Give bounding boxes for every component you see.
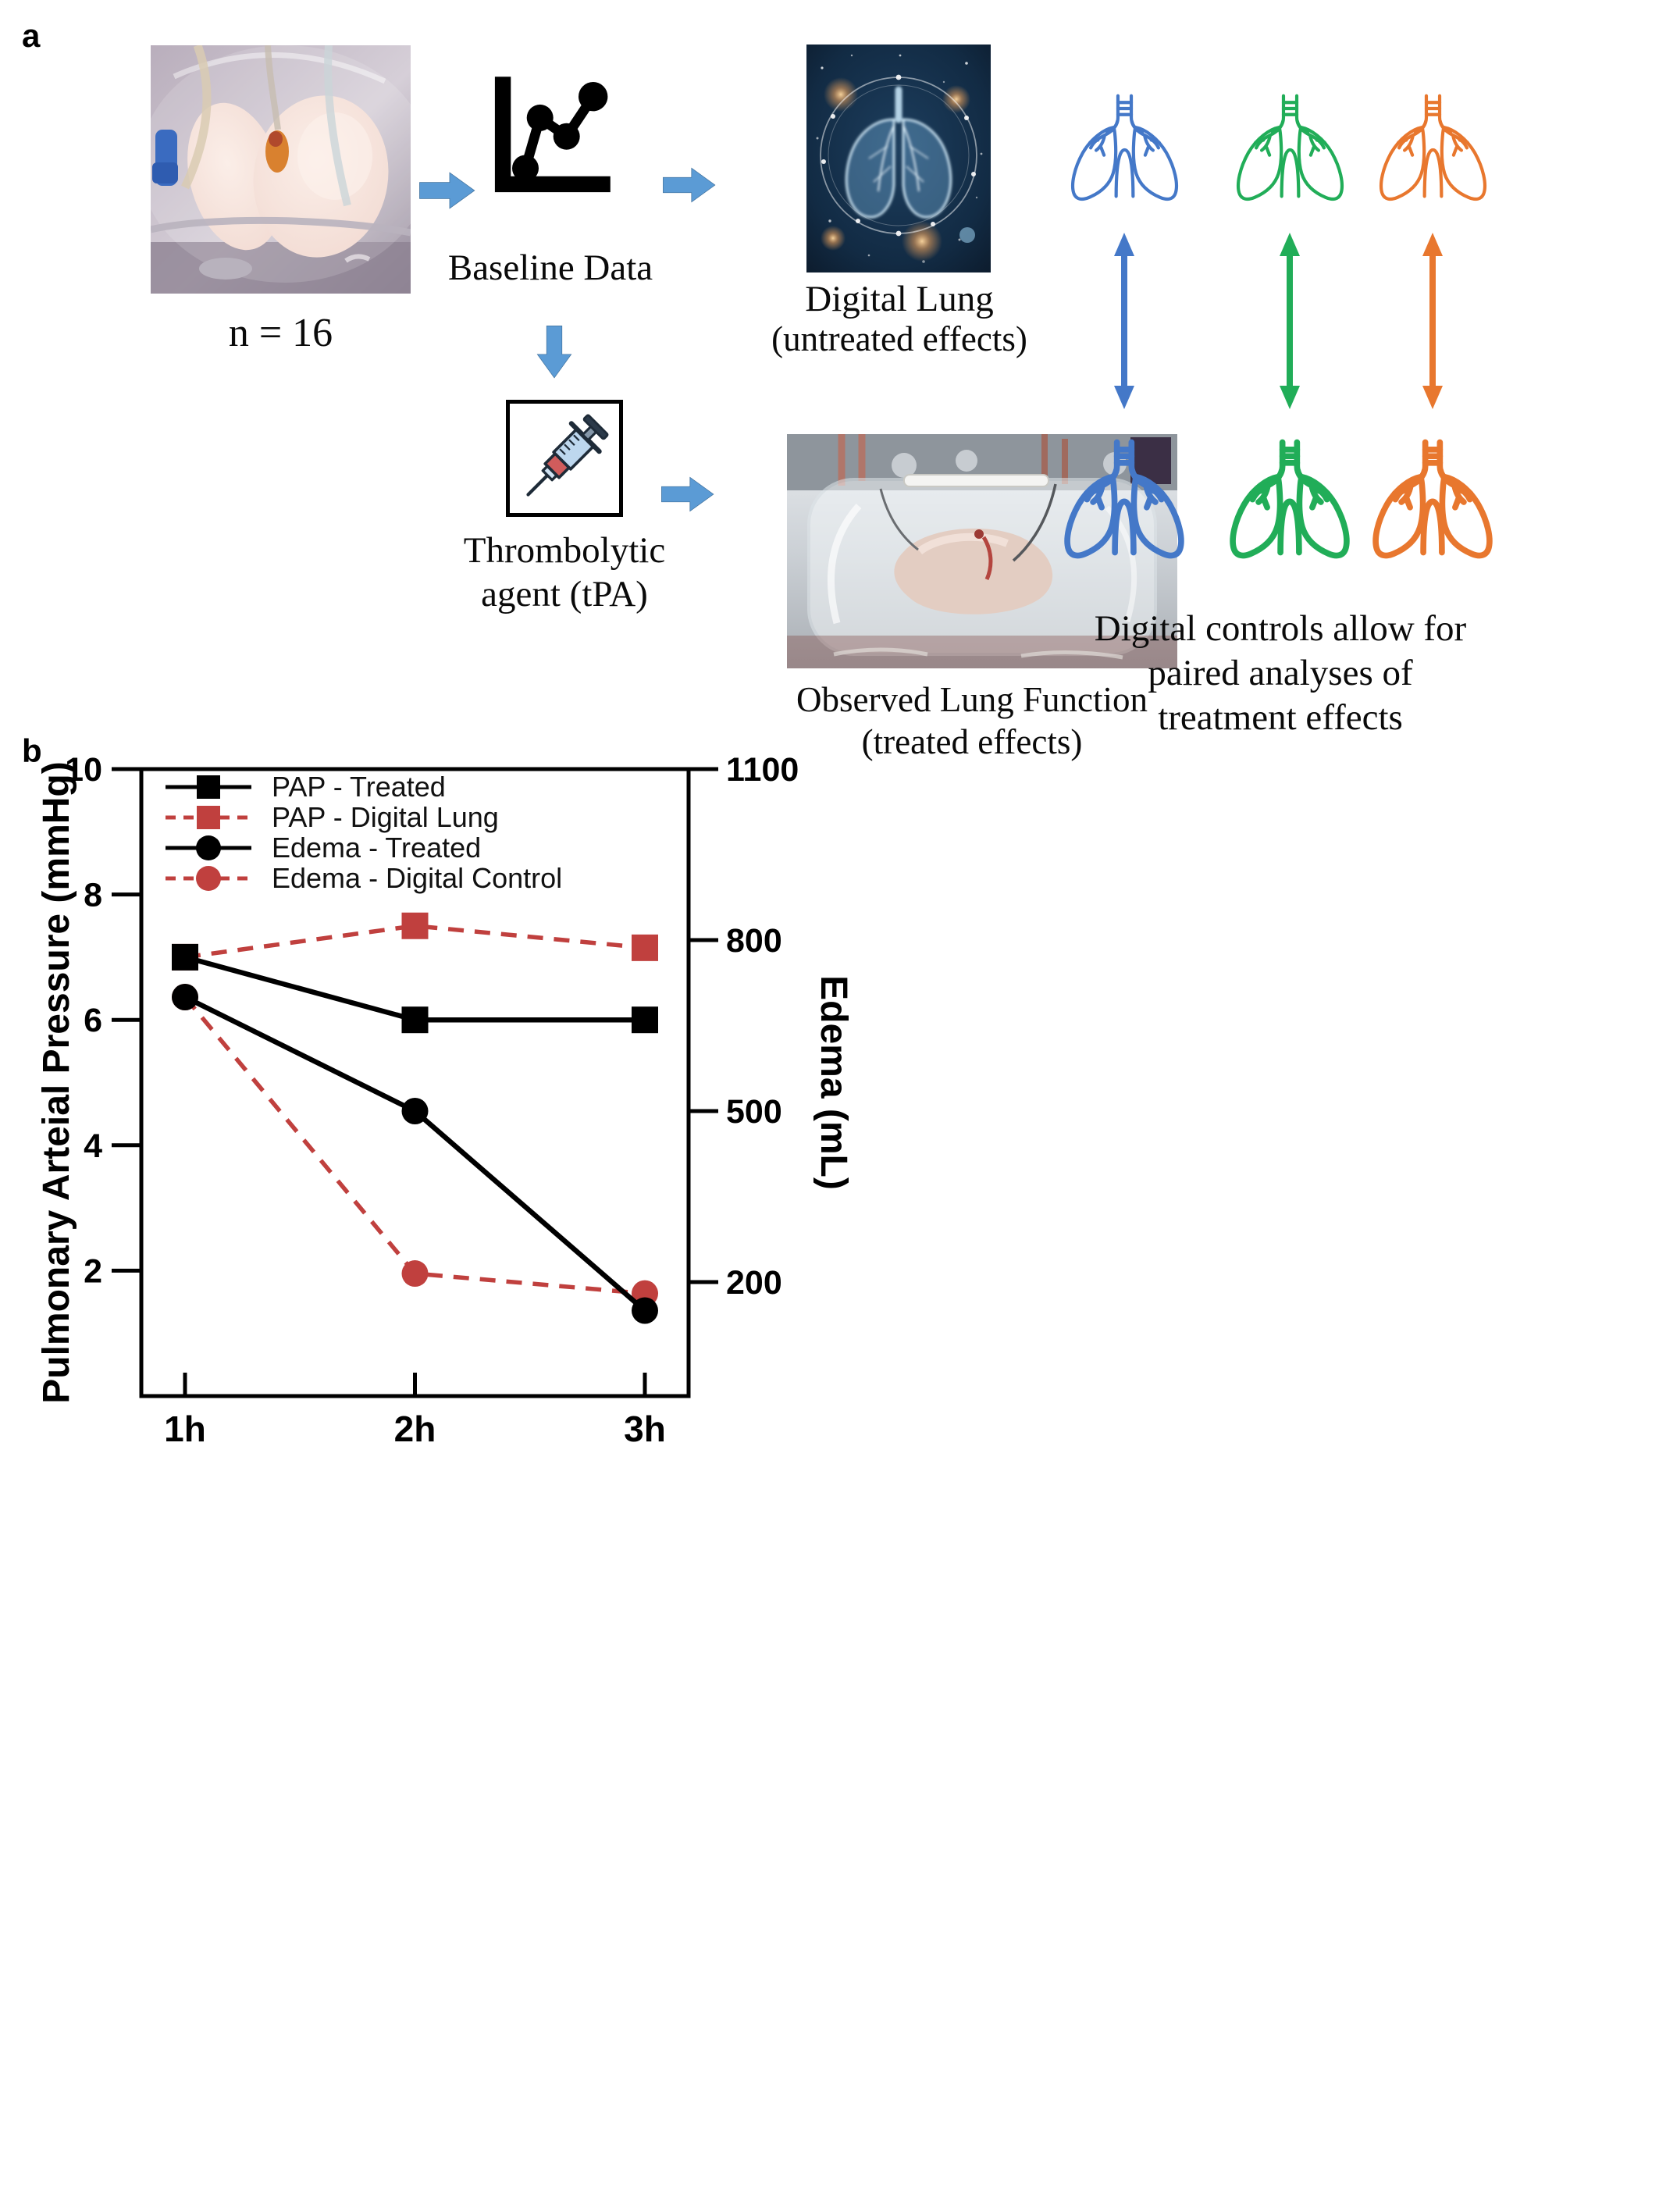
paired-caption-line1: Digital controls allow for	[1094, 608, 1467, 649]
panel-a-label: a	[22, 17, 41, 54]
baseline-data-label: Baseline Data	[447, 248, 653, 288]
paired-caption-line3: treatment effects	[1158, 697, 1403, 738]
paired-arrow-blue	[1109, 231, 1140, 411]
lung-icon-orange-bottom	[1366, 436, 1499, 568]
sample-size-label: n = 16	[228, 311, 333, 355]
svg-text:3h: 3h	[624, 1409, 666, 1449]
paired-arrow-orange	[1417, 231, 1448, 411]
flow-arrow-down	[522, 325, 587, 379]
svg-text:6: 6	[84, 1002, 102, 1039]
svg-text:8: 8	[84, 877, 102, 914]
lung-icon-orange-top	[1372, 90, 1493, 211]
syringe-icon	[526, 414, 609, 497]
svg-text:1100: 1100	[726, 751, 799, 789]
svg-text:4: 4	[84, 1127, 102, 1165]
left-axis-ticks: 2 4 6 8 10	[65, 751, 141, 1290]
flow-arrow-right-1	[418, 166, 476, 216]
lung-icon-blue-top	[1064, 90, 1185, 211]
digital-lung-subcaption: (untreated effects)	[771, 319, 1027, 358]
digital-lung-caption: Digital Lung	[805, 279, 994, 319]
paired-caption-line2: paired analyses of	[1148, 653, 1413, 693]
evlp-lungs-photo	[151, 45, 411, 294]
panel-b-label: b	[22, 732, 42, 769]
pap-edema-line-chart: 2 4 6 8 10 200 500 800 1100 1h 2h 3h Pulmonary Artei…	[36, 751, 854, 1449]
syringe-box	[506, 400, 623, 517]
lung-icon-green-bottom	[1223, 436, 1356, 568]
flow-arrow-right-3	[660, 470, 715, 518]
series-pap---treated	[172, 943, 658, 1034]
svg-text:PAP - Treated: PAP - Treated	[272, 771, 446, 803]
digital-lung-image	[806, 45, 991, 272]
thrombolytic-label: Thrombolytic	[463, 530, 666, 571]
series-edema---treated	[172, 984, 658, 1324]
observed-lung-photo	[787, 434, 1177, 668]
series-pap---digital-lung	[172, 912, 658, 971]
svg-text:200: 200	[726, 1264, 782, 1302]
observed-caption: Observed Lung Function	[796, 680, 1148, 719]
svg-text:Edema - Digital Control: Edema - Digital Control	[272, 862, 562, 894]
svg-text:Edema - Treated: Edema - Treated	[272, 832, 481, 864]
svg-text:800: 800	[726, 922, 782, 960]
svg-text:10: 10	[65, 751, 102, 789]
left-axis-title: Pulmonary Arteial Pressure (mmHg)	[36, 761, 77, 1403]
svg-text:500: 500	[726, 1093, 782, 1131]
flow-arrow-right-2	[662, 161, 717, 209]
lung-icon-blue-bottom	[1058, 436, 1191, 568]
svg-text:2h: 2h	[394, 1409, 436, 1449]
svg-text:2: 2	[84, 1252, 102, 1290]
plot-box	[139, 767, 691, 1398]
baseline-data-chart-icon	[486, 69, 618, 201]
treated-caption: (treated effects)	[861, 722, 1083, 761]
svg-text:PAP - Digital Lung: PAP - Digital Lung	[272, 801, 499, 833]
x-axis-ticks: 1h 2h 3h	[164, 1373, 666, 1449]
right-axis-ticks: 200 500 800 1100	[689, 751, 799, 1302]
paired-arrow-green	[1274, 231, 1305, 411]
svg-text:1h: 1h	[164, 1409, 206, 1449]
right-axis-title: Edema (mL)	[813, 975, 854, 1190]
tpa-label: agent (tPA)	[481, 574, 648, 614]
lung-icon-green-top	[1230, 90, 1351, 211]
